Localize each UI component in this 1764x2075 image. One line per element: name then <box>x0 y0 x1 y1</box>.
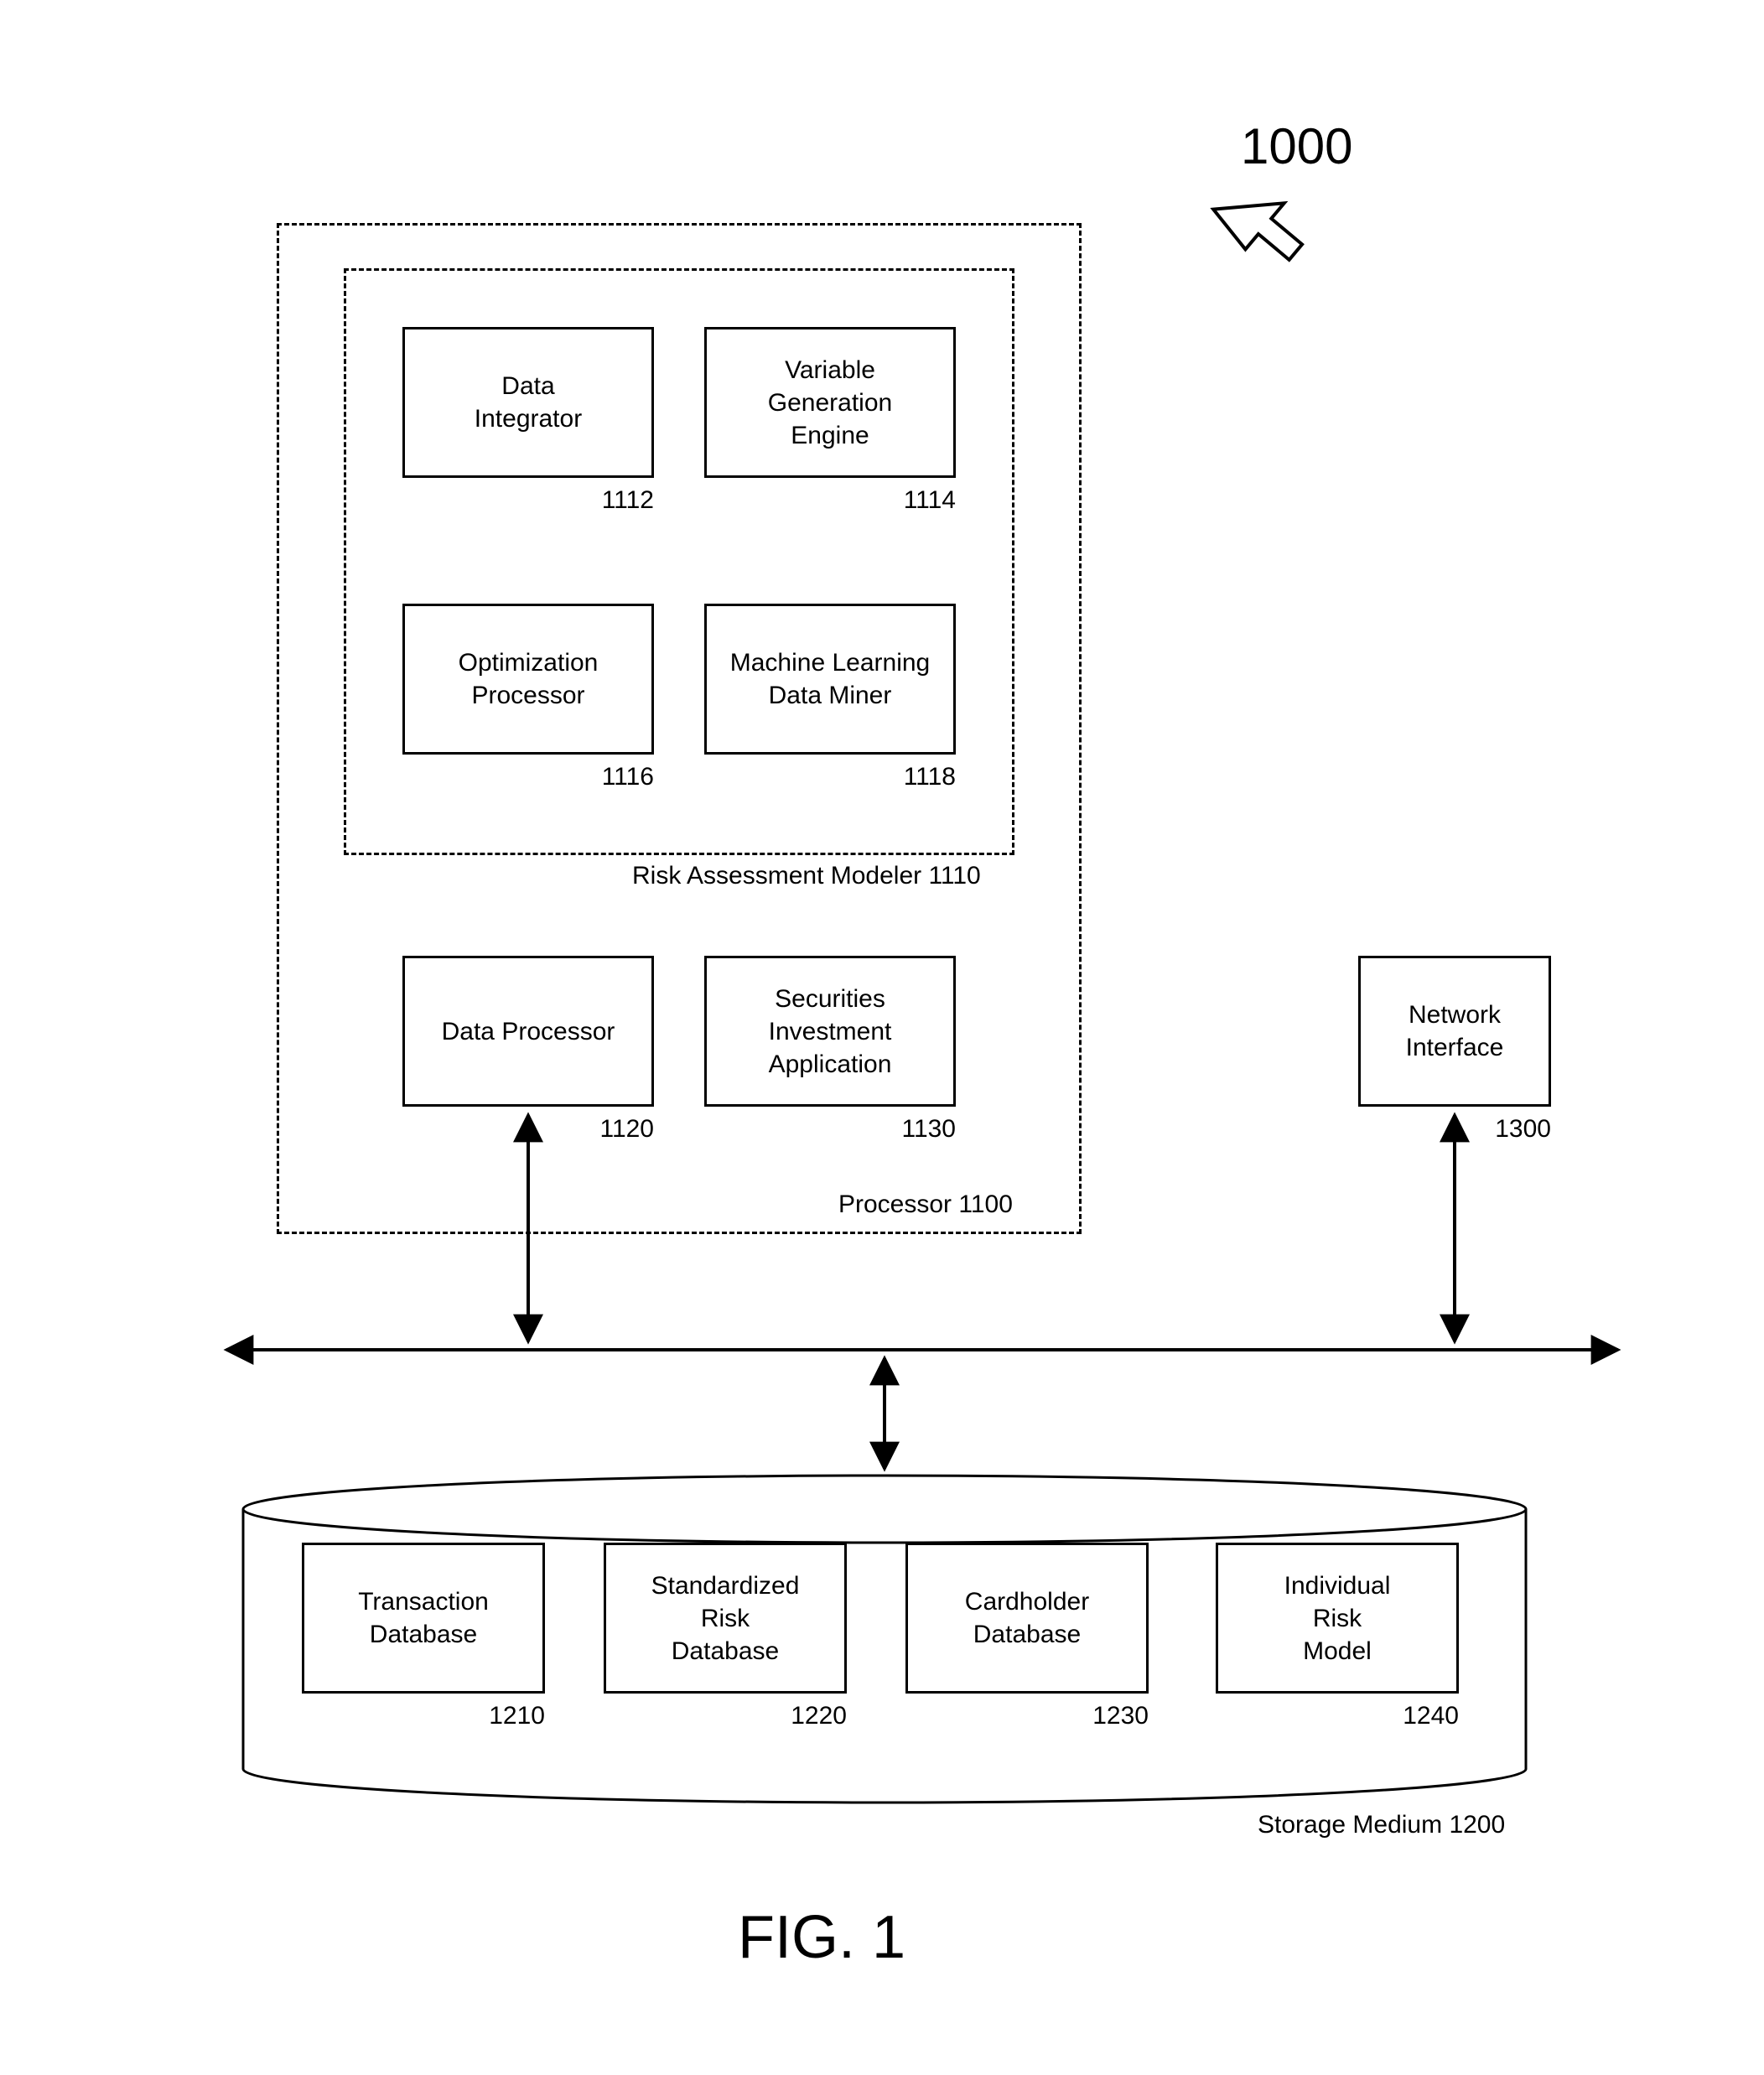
transaction-db-box: Transaction Database <box>302 1543 545 1694</box>
securities-app-ref: 1130 <box>872 1115 956 1144</box>
storage-label: Storage Medium 1200 <box>1258 1811 1505 1839</box>
cardholder-db-box: Cardholder Database <box>905 1543 1149 1694</box>
indiv-risk-model-ref: 1240 <box>1375 1702 1459 1730</box>
std-risk-db-box: Standardized Risk Database <box>604 1543 847 1694</box>
processor-label: Processor 1100 <box>838 1191 1013 1219</box>
transaction-db-ref: 1210 <box>461 1702 545 1730</box>
ml-miner-ref: 1118 <box>872 763 956 791</box>
securities-app-box: Securities Investment Application <box>704 956 956 1107</box>
variable-engine-box: Variable Generation Engine <box>704 327 956 478</box>
data-integrator-box: Data Integrator <box>402 327 654 478</box>
risk-modeler-label: Risk Assessment Modeler 1110 <box>632 862 981 890</box>
network-interface-ref: 1300 <box>1467 1115 1551 1144</box>
variable-engine-ref: 1114 <box>872 486 956 515</box>
data-integrator-ref: 1112 <box>570 486 654 515</box>
ml-miner-box: Machine Learning Data Miner <box>704 604 956 755</box>
figure-title: FIG. 1 <box>738 1903 905 1972</box>
cardholder-db-ref: 1230 <box>1065 1702 1149 1730</box>
optimization-ref: 1116 <box>570 763 654 791</box>
overall-ref-arrow-icon <box>1206 171 1315 276</box>
optimization-box: Optimization Processor <box>402 604 654 755</box>
indiv-risk-model-box: Individual Risk Model <box>1216 1543 1459 1694</box>
std-risk-db-ref: 1220 <box>763 1702 847 1730</box>
data-processor-box: Data Processor <box>402 956 654 1107</box>
overall-ref-number: 1000 <box>1241 117 1352 175</box>
data-processor-ref: 1120 <box>570 1115 654 1144</box>
figure-page: 1000 Processor 1100 Risk Assessment Mode… <box>0 0 1764 2075</box>
network-interface-box: Network Interface <box>1358 956 1551 1107</box>
